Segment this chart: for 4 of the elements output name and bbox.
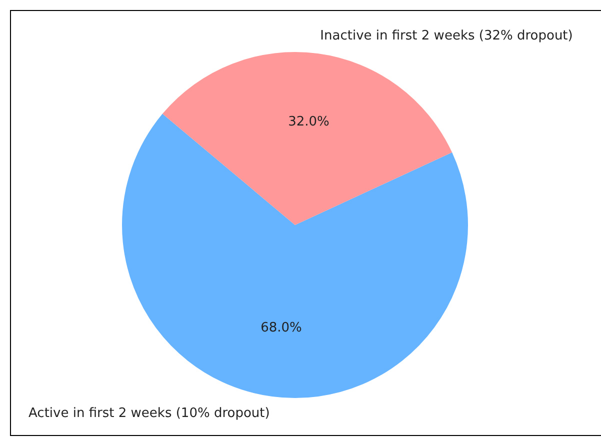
slice-label: Active in first 2 weeks (10% dropout)	[28, 406, 270, 422]
data-label: 68.0%	[260, 320, 302, 336]
slice-label: Inactive in first 2 weeks (32% dropout)	[320, 28, 573, 44]
data-label: 32.0%	[288, 114, 330, 130]
